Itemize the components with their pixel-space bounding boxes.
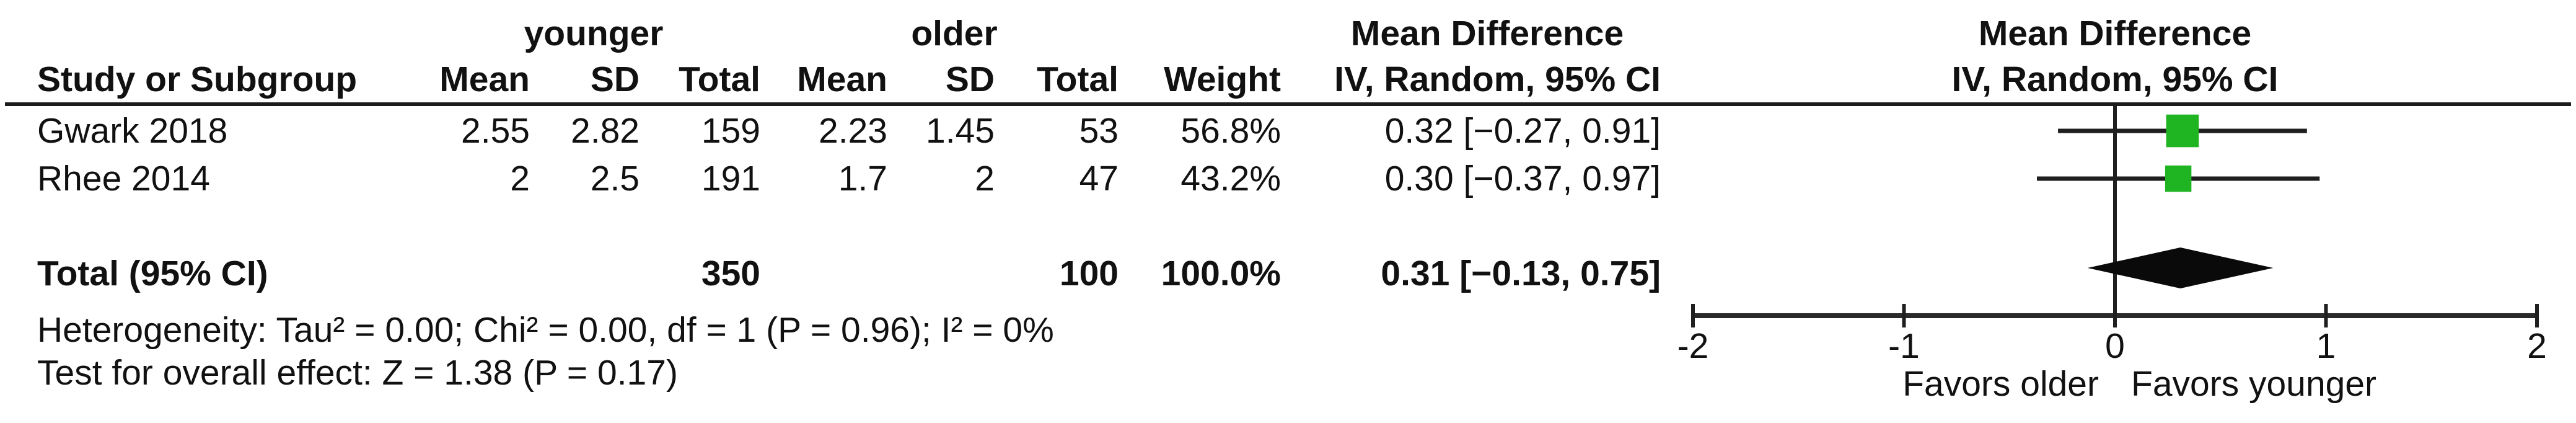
weight-value: 56.8% <box>1180 111 1281 151</box>
column-header-mean-older: Mean <box>797 60 887 99</box>
group-header-older: older <box>911 14 998 53</box>
pooled-diamond <box>2087 247 2274 288</box>
ci-text: 0.30 [−0.37, 0.97] <box>1384 159 1661 198</box>
total-older-value: 53 <box>1079 111 1119 151</box>
ci-text: 0.32 [−0.27, 0.91] <box>1384 111 1661 151</box>
mean-younger-value: 2.55 <box>461 111 530 151</box>
weight-value: 43.2% <box>1180 159 1281 198</box>
column-header-ci: IV, Random, 95% CI <box>1334 60 1661 99</box>
column-header-weight: Weight <box>1164 60 1281 99</box>
column-header-sd-older: SD <box>945 60 995 99</box>
column-header-sd-younger: SD <box>590 60 640 99</box>
total-older-sum: 100 <box>1059 254 1119 293</box>
group-header-younger: younger <box>524 14 664 53</box>
total-older-value: 47 <box>1079 159 1119 198</box>
column-header-total-younger: Total <box>679 60 760 99</box>
favors-right-label: Favors younger <box>2131 364 2376 404</box>
effect-square <box>2166 114 2199 148</box>
effect-square <box>2165 165 2192 192</box>
overall-effect-text: Test for overall effect: Z = 1.38 (P = 0… <box>37 353 678 393</box>
axis-tick-label: -2 <box>1677 326 1709 366</box>
total-younger-sum: 350 <box>701 254 760 293</box>
axis-tick-label: 0 <box>2105 326 2125 366</box>
total-ci-text: 0.31 [−0.13, 0.75] <box>1381 254 1661 293</box>
total-younger-value: 159 <box>701 111 760 151</box>
heterogeneity-text: Heterogeneity: Tau² = 0.00; Chi² = 0.00,… <box>37 310 1054 350</box>
sd-younger-value: 2.82 <box>571 111 640 151</box>
sd-older-value: 2 <box>975 159 995 198</box>
sd-younger-value: 2.5 <box>590 159 640 198</box>
effect-column-header: Mean Difference <box>1350 14 1624 53</box>
column-header-total-older: Total <box>1037 60 1119 99</box>
axis-tick-label: 1 <box>2316 326 2336 366</box>
total-younger-value: 191 <box>701 159 760 198</box>
plot-title-line1: Mean Difference <box>1978 14 2252 53</box>
plot-title-line2: IV, Random, 95% CI <box>1951 60 2279 99</box>
sd-older-value: 1.45 <box>926 111 995 151</box>
column-header-study: Study or Subgroup <box>37 60 358 99</box>
mean-younger-value: 2 <box>510 159 530 198</box>
total-row-label: Total (95% CI) <box>37 254 268 293</box>
study-name: Gwark 2018 <box>37 111 228 151</box>
favors-left-label: Favors older <box>1902 364 2099 404</box>
mean-older-value: 1.7 <box>838 159 887 198</box>
header-rule <box>5 102 2571 106</box>
mean-older-value: 2.23 <box>819 111 887 151</box>
axis-tick-label: 2 <box>2527 326 2547 366</box>
study-name: Rhee 2014 <box>37 159 210 198</box>
axis-tick-label: -1 <box>1888 326 1920 366</box>
column-header-mean-younger: Mean <box>439 60 530 99</box>
total-weight: 100.0% <box>1161 254 1281 293</box>
